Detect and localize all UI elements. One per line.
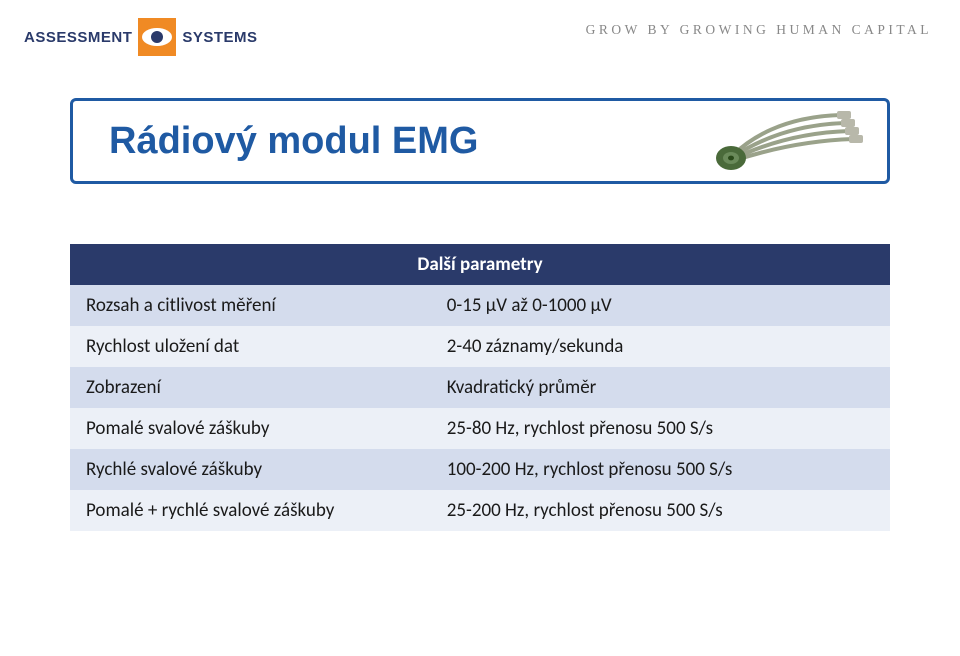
param-value: 0-15 μV až 0-1000 μV <box>431 285 890 326</box>
param-label: Pomalé + rychlé svalové záškuby <box>70 490 431 531</box>
emg-module-image <box>713 109 863 177</box>
parameters-table: Další parametry Rozsah a citlivost měřen… <box>70 244 890 531</box>
param-value: 2-40 záznamy/sekunda <box>431 326 890 367</box>
page-title: Rádiový modul EMG <box>109 120 478 163</box>
param-label: Pomalé svalové záškuby <box>70 408 431 449</box>
tagline: GROW BY GROWING HUMAN CAPITAL <box>586 22 932 38</box>
logo-word-assessment: ASSESSMENT <box>24 29 132 46</box>
param-value: 25-80 Hz, rychlost přenosu 500 S/s <box>431 408 890 449</box>
param-value: 25-200 Hz, rychlost přenosu 500 S/s <box>431 490 890 531</box>
param-value: Kvadratický průměr <box>431 367 890 408</box>
table-row: Rozsah a citlivost měření 0-15 μV až 0-1… <box>70 285 890 326</box>
table-row: Pomalé svalové záškuby 25-80 Hz, rychlos… <box>70 408 890 449</box>
param-value: 100-200 Hz, rychlost přenosu 500 S/s <box>431 449 890 490</box>
table-row: Rychlé svalové záškuby 100-200 Hz, rychl… <box>70 449 890 490</box>
title-box: Rádiový modul EMG <box>70 98 890 184</box>
param-label: Rychlé svalové záškuby <box>70 449 431 490</box>
logo-eye-icon <box>138 18 176 56</box>
logo: ASSESSMENT SYSTEMS <box>24 18 258 56</box>
param-label: Zobrazení <box>70 367 431 408</box>
param-label: Rozsah a citlivost měření <box>70 285 431 326</box>
table-row: Zobrazení Kvadratický průměr <box>70 367 890 408</box>
param-label: Rychlost uložení dat <box>70 326 431 367</box>
logo-word-systems: SYSTEMS <box>182 29 257 46</box>
table-row: Rychlost uložení dat 2-40 záznamy/sekund… <box>70 326 890 367</box>
table-header: Další parametry <box>70 244 890 285</box>
table-row: Pomalé + rychlé svalové záškuby 25-200 H… <box>70 490 890 531</box>
header: ASSESSMENT SYSTEMS GROW BY GROWING HUMAN… <box>0 18 960 66</box>
